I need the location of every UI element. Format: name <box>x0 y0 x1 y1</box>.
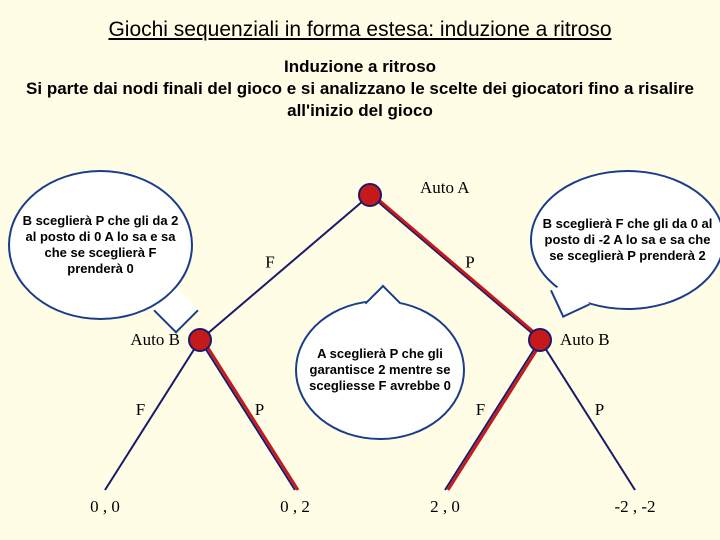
svg-text:0 , 0: 0 , 0 <box>90 497 120 516</box>
svg-text:Auto A: Auto A <box>420 178 470 197</box>
svg-text:2 , 0: 2 , 0 <box>430 497 460 516</box>
svg-text:Auto B: Auto B <box>130 330 180 349</box>
svg-text:0 , 2: 0 , 2 <box>280 497 310 516</box>
svg-text:Auto B: Auto B <box>560 330 610 349</box>
callout-center: A sceglierà P che gli garantisce 2 mentr… <box>295 300 465 440</box>
svg-text:P: P <box>255 400 264 419</box>
svg-text:P: P <box>595 400 604 419</box>
svg-text:F: F <box>136 400 145 419</box>
svg-text:F: F <box>265 253 274 272</box>
svg-text:P: P <box>465 253 474 272</box>
svg-text:F: F <box>476 400 485 419</box>
svg-text:-2 , -2: -2 , -2 <box>614 497 655 516</box>
